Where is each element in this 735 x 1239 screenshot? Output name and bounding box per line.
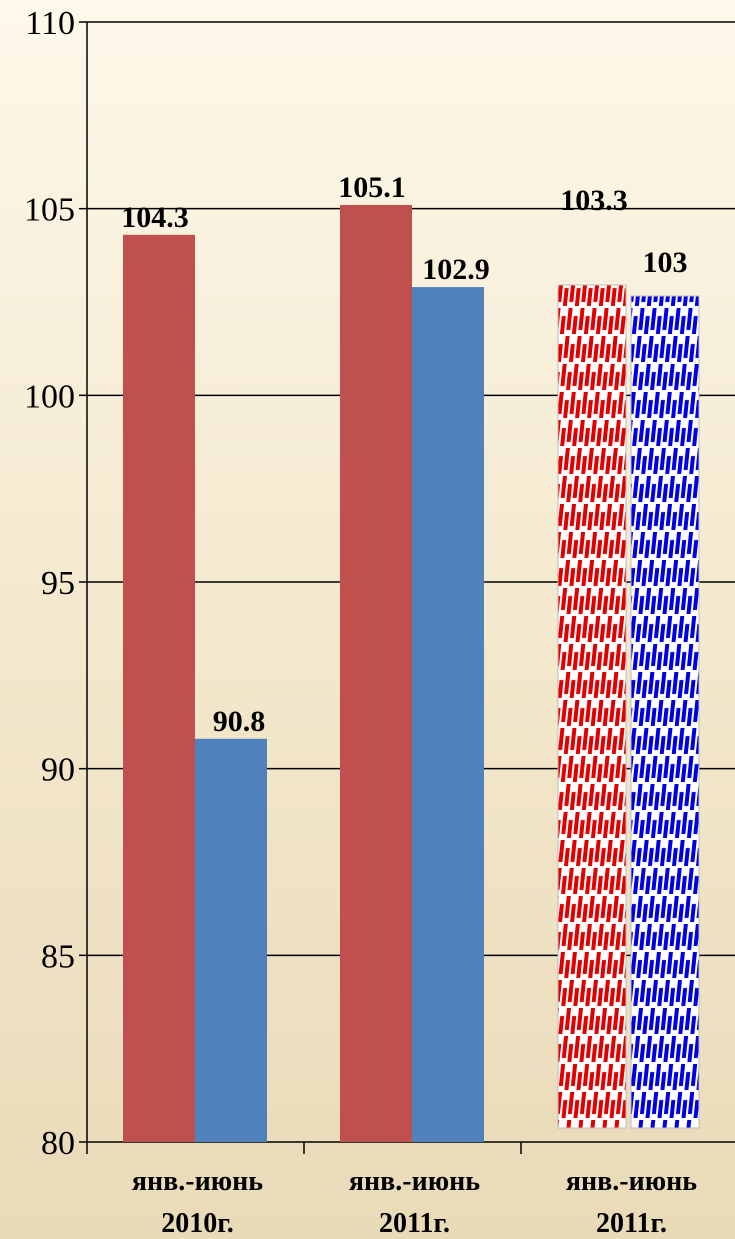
bar: [340, 204, 412, 1142]
x-category-label: янв.-июнь: [566, 1166, 697, 1197]
x-category-label: 2011г.: [596, 1208, 667, 1239]
y-tick-label: 105: [24, 192, 75, 229]
data-label: 103: [643, 246, 688, 279]
y-tick-label: 110: [25, 5, 75, 42]
data-label: 105.1: [338, 171, 406, 204]
data-labels: 104.3 90.8 105.1 102.9 103.3 103: [121, 171, 687, 738]
data-label: 103.3: [560, 184, 628, 217]
bars: [123, 204, 700, 1143]
bar: [195, 738, 267, 1142]
x-category-label: янв.-июнь: [349, 1166, 480, 1197]
x-category-label: 2010г.: [161, 1208, 234, 1239]
bar: [412, 287, 484, 1143]
y-tick-label: 95: [41, 565, 75, 602]
y-tick-label: 85: [41, 938, 75, 975]
y-tick-label: 90: [41, 752, 75, 789]
y-tick-label: 80: [41, 1125, 75, 1162]
data-label: 102.9: [422, 253, 490, 286]
axes: 80 85 90 95 100 105 110: [24, 5, 735, 1162]
x-category-label: 2011г.: [379, 1208, 450, 1239]
data-label: 104.3: [121, 201, 189, 234]
x-category-label: янв.-июнь: [132, 1166, 263, 1197]
bar: [557, 284, 627, 1129]
bar: [123, 234, 195, 1143]
category-labels: янв.-июнь 2010г. янв.-июнь 2011г. янв.-июнь 2…: [132, 1166, 697, 1239]
y-tick-label: 100: [24, 378, 75, 415]
data-label: 90.8: [213, 705, 266, 738]
bar: [630, 295, 700, 1129]
